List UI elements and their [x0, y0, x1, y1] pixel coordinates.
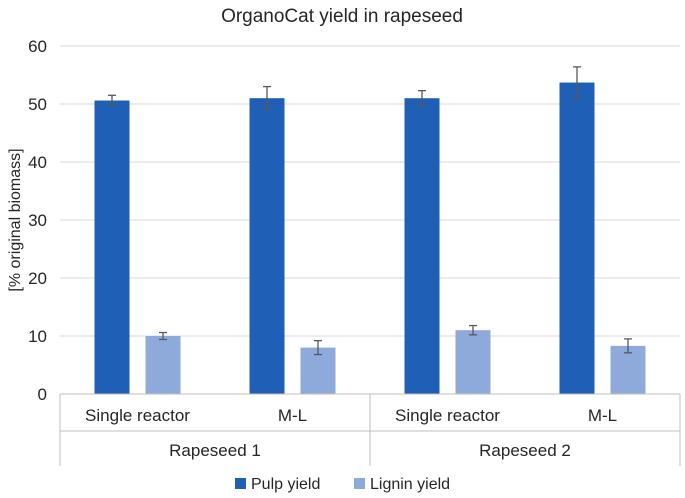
- legend: Pulp yield Lignin yield: [235, 476, 450, 493]
- x-tick-label: Single reactor: [85, 406, 190, 425]
- y-tick-label: 60: [28, 37, 47, 56]
- bar-pulp-yield: [404, 98, 440, 394]
- x-group-label: Rapeseed 2: [479, 441, 571, 460]
- y-tick-label: 0: [38, 385, 47, 404]
- bar-lignin-yield: [145, 336, 181, 394]
- x-tick-label: M-L: [588, 406, 617, 425]
- bars: [94, 66, 646, 395]
- y-axis-label: [% original biomass]: [7, 148, 24, 291]
- legend-label: Pulp yield: [251, 476, 320, 493]
- x-tick-label: Single reactor: [395, 406, 500, 425]
- bar-pulp-yield: [559, 82, 595, 394]
- legend-label: Lignin yield: [370, 476, 450, 493]
- chart-title: OrganoCat yield in rapeseed: [221, 6, 463, 27]
- y-tick-label: 40: [28, 153, 47, 172]
- y-tick-label: 30: [28, 211, 47, 230]
- x-axis: Single reactor M-L Single reactor M-L Rapese…: [59, 393, 681, 466]
- bar-pulp-yield: [94, 100, 130, 395]
- bar-lignin-yield: [455, 330, 491, 394]
- y-tick-label: 20: [28, 269, 47, 288]
- y-tick-label: 10: [28, 327, 47, 346]
- bar-pulp-yield: [249, 98, 285, 394]
- y-axis-ticks: 0 10 20 30 40 50 60: [28, 37, 47, 404]
- y-tick-label: 50: [28, 95, 47, 114]
- legend-swatch: [235, 478, 246, 489]
- bar-lignin-yield: [300, 347, 336, 394]
- x-tick-label: M-L: [278, 406, 307, 425]
- bar-lignin-yield: [610, 345, 646, 394]
- legend-swatch: [354, 478, 365, 489]
- x-group-label: Rapeseed 1: [169, 441, 261, 460]
